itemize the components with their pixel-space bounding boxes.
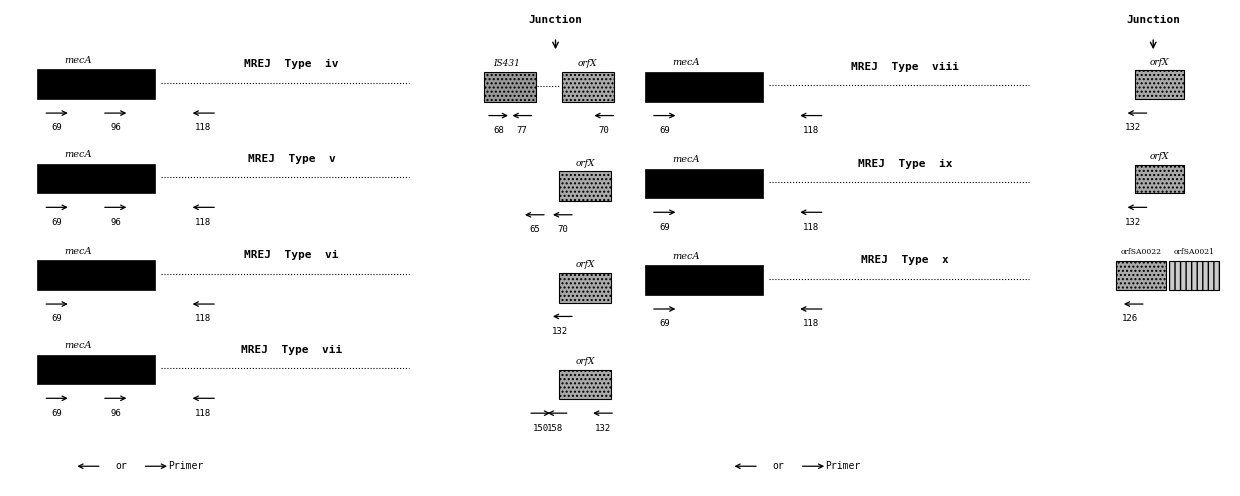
Text: or: or [773, 461, 785, 471]
Text: mecA: mecA [672, 59, 699, 67]
Bar [1135, 165, 1184, 193]
Text: 70: 70 [557, 225, 568, 234]
Text: MREJ  Type  x: MREJ Type x [862, 255, 949, 265]
Text: 118: 118 [802, 223, 820, 232]
Text: 96: 96 [110, 218, 122, 227]
Text: Primer: Primer [826, 461, 861, 471]
Text: IS431: IS431 [494, 60, 521, 68]
Text: 118: 118 [195, 314, 212, 323]
Text: or: or [115, 461, 128, 471]
Text: 69: 69 [660, 319, 670, 328]
Text: MREJ  Type  vii: MREJ Type vii [241, 345, 342, 355]
Text: 132: 132 [594, 424, 611, 433]
Text: 70: 70 [599, 126, 609, 135]
Text: 118: 118 [195, 218, 212, 227]
Text: 77: 77 [517, 126, 527, 135]
Text: mecA: mecA [64, 247, 92, 256]
Text: 118: 118 [195, 124, 212, 132]
Text: Junction: Junction [528, 15, 583, 25]
Text: 118: 118 [802, 319, 820, 328]
Text: 96: 96 [110, 409, 122, 418]
Bar [645, 169, 763, 198]
Bar [484, 72, 536, 102]
Text: orfX: orfX [1149, 152, 1169, 161]
Bar [559, 273, 611, 303]
Bar [645, 265, 763, 295]
Text: orfX: orfX [575, 159, 595, 168]
Text: 65: 65 [529, 225, 539, 234]
Text: 69: 69 [660, 126, 670, 135]
Text: Primer: Primer [169, 461, 203, 471]
Bar [559, 171, 611, 201]
Bar [562, 72, 614, 102]
Text: mecA: mecA [672, 252, 699, 261]
Text: orfSA0022: orfSA0022 [1120, 248, 1162, 256]
Bar [1169, 261, 1219, 290]
Text: MREJ  Type  viii: MREJ Type viii [851, 62, 960, 72]
Text: 132: 132 [1125, 124, 1142, 132]
Text: 132: 132 [552, 327, 568, 336]
Bar [37, 164, 155, 193]
Text: orfX: orfX [575, 260, 595, 269]
Text: Junction: Junction [1126, 15, 1180, 25]
Text: orfSA0021: orfSA0021 [1173, 248, 1215, 256]
Bar [645, 72, 763, 102]
Text: orfX: orfX [1149, 58, 1169, 67]
Text: 158: 158 [547, 424, 563, 433]
Text: orfX: orfX [575, 357, 595, 366]
Text: 118: 118 [802, 126, 820, 135]
Text: 69: 69 [660, 223, 670, 232]
Bar [1116, 261, 1166, 290]
Text: 69: 69 [52, 409, 62, 418]
Text: 126: 126 [1121, 314, 1138, 323]
Text: 132: 132 [1125, 218, 1142, 227]
Bar [559, 370, 611, 399]
Text: orfX: orfX [578, 60, 598, 68]
Text: mecA: mecA [672, 155, 699, 164]
Bar [37, 355, 155, 384]
Text: 150: 150 [532, 424, 549, 433]
Text: 69: 69 [52, 124, 62, 132]
Text: 69: 69 [52, 218, 62, 227]
Text: 96: 96 [110, 124, 122, 132]
Text: MREJ  Type  ix: MREJ Type ix [858, 159, 952, 169]
Text: mecA: mecA [64, 341, 92, 350]
Bar [37, 69, 155, 99]
Text: MREJ  Type  vi: MREJ Type vi [244, 250, 339, 260]
Text: 118: 118 [195, 409, 212, 418]
Text: mecA: mecA [64, 150, 92, 159]
Bar [1135, 70, 1184, 99]
Text: 69: 69 [52, 314, 62, 323]
Text: MREJ  Type  iv: MREJ Type iv [244, 60, 339, 69]
Text: 68: 68 [494, 126, 503, 135]
Text: MREJ  Type  v: MREJ Type v [248, 154, 335, 164]
Text: mecA: mecA [64, 56, 92, 65]
Bar [37, 260, 155, 290]
